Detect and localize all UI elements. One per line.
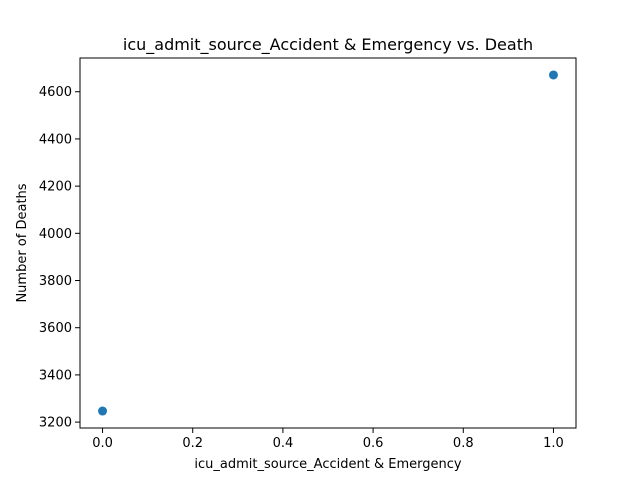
x-tick-label: 0.6 xyxy=(363,436,384,451)
y-tick-label: 3800 xyxy=(39,274,72,289)
y-axis-ticks: 3200 3400 3600 3800 4000 4200 4400 4600 xyxy=(39,85,80,431)
data-point xyxy=(548,70,558,80)
y-tick-label: 3200 xyxy=(39,416,72,431)
y-tick-label: 4000 xyxy=(39,227,72,242)
x-axis-ticks: 0.0 0.2 0.4 0.6 0.8 1.0 xyxy=(92,428,564,451)
x-tick-label: 0.0 xyxy=(92,436,113,451)
y-tick-label: 3400 xyxy=(39,368,72,383)
x-tick-label: 0.8 xyxy=(453,436,474,451)
x-tick-label: 0.2 xyxy=(182,436,203,451)
y-tick-label: 4600 xyxy=(39,85,72,100)
y-tick-label: 3600 xyxy=(39,321,72,336)
y-axis-label: Number of Deaths xyxy=(15,183,30,302)
x-tick-label: 0.4 xyxy=(273,436,294,451)
data-point xyxy=(98,406,108,416)
x-axis-label: icu_admit_source_Accident & Emergency xyxy=(194,457,461,472)
data-points xyxy=(98,70,558,416)
y-tick-label: 4400 xyxy=(39,132,72,147)
x-tick-label: 1.0 xyxy=(543,436,564,451)
plot-area-frame xyxy=(79,57,577,429)
y-tick-label: 4200 xyxy=(39,180,72,195)
chart-title: icu_admit_source_Accident & Emergency vs… xyxy=(123,35,533,55)
